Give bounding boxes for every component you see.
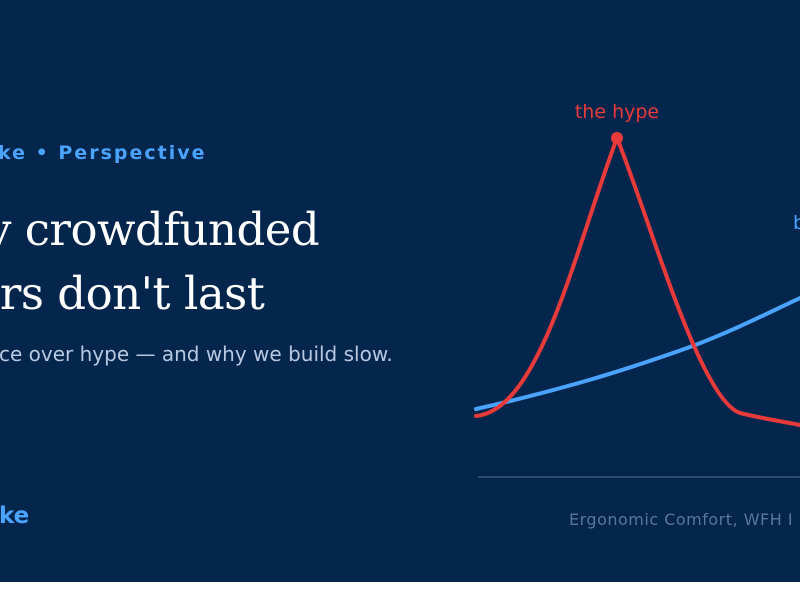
other-curve [474,296,800,411]
brand-logo-text: ke [0,503,30,529]
page-title: y crowdfunded irs don't last [0,198,320,326]
hero-card: ke • Perspective y crowdfunded irs don't… [0,0,800,582]
other-curve-label: b [793,212,800,234]
title-line-1: y crowdfunded [0,203,320,256]
hype-curve [474,132,800,427]
title-line-2: irs don't last [0,267,265,320]
hype-peak-marker [611,132,623,144]
hype-curve-illustration: the hype b [474,101,800,478]
footer-tag: Ergonomic Comfort, WFH I [569,510,794,529]
subtitle: ce over hype — and why we build slow. [0,342,393,366]
eyebrow-label: ke • Perspective [0,142,207,164]
hype-label: the hype [575,101,659,123]
